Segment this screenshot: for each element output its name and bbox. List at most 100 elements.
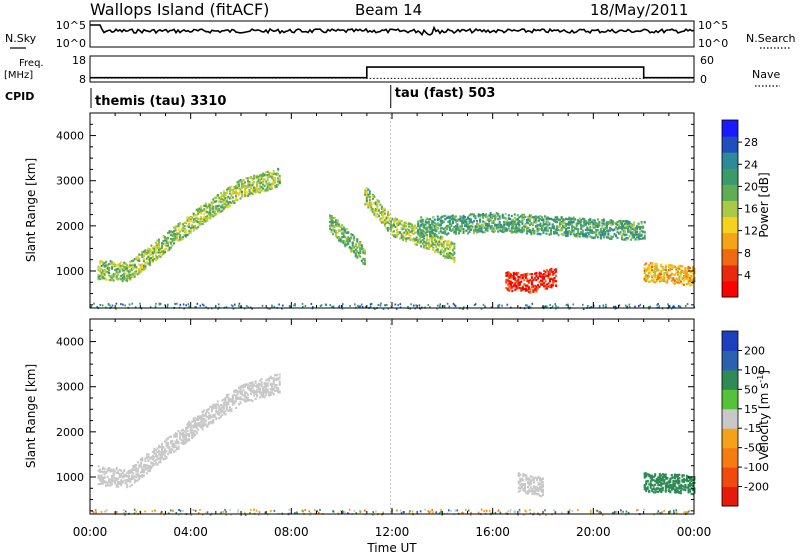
heatmap-cell	[256, 181, 259, 184]
heatmap-cell	[497, 213, 500, 216]
y-tick-label: 1000	[56, 265, 84, 278]
heatmap-cell	[393, 220, 395, 223]
heatmap-cell	[186, 424, 189, 427]
heatmap-cell	[553, 227, 556, 230]
heatmap-cell	[436, 218, 439, 221]
heatmap-cell	[242, 183, 245, 187]
heatmap-cell	[200, 416, 203, 419]
heatmap-cell	[679, 274, 682, 278]
heatmap-cell	[112, 471, 115, 474]
heatmap-cell	[364, 191, 367, 194]
heatmap-cell	[367, 193, 370, 196]
heatmap-cell	[452, 302, 455, 305]
heatmap-cell	[239, 396, 242, 399]
heatmap-cell	[370, 201, 373, 204]
heatmap-cell	[164, 448, 166, 451]
y-tick-label: 3000	[56, 175, 84, 188]
heatmap-cell	[224, 397, 227, 400]
heatmap-cell	[540, 283, 542, 286]
heatmap-cell	[414, 243, 417, 246]
heatmap-cell	[441, 243, 444, 246]
heatmap-cell	[324, 303, 327, 306]
heatmap-cell	[640, 229, 643, 232]
heatmap-cell	[391, 233, 394, 236]
heatmap-cell	[405, 225, 408, 228]
heatmap-cell	[225, 395, 228, 398]
heatmap-cell	[508, 275, 511, 278]
heatmap-cell	[459, 227, 462, 230]
heatmap-cell	[133, 478, 136, 481]
heatmap-cell	[345, 231, 348, 234]
heatmap-cell	[447, 255, 450, 258]
heatmap-cell	[268, 187, 271, 190]
heatmap-cell	[667, 265, 670, 268]
heatmap-cell	[517, 480, 520, 483]
heatmap-cell	[382, 211, 385, 214]
heatmap-cell	[239, 179, 242, 182]
heatmap-cell	[198, 223, 201, 226]
heatmap-cell	[141, 474, 144, 477]
heatmap-cell	[191, 435, 194, 438]
heatmap-cell	[545, 226, 548, 229]
heatmap-cell	[689, 275, 691, 278]
heatmap-cell	[426, 227, 429, 230]
heatmap-cell	[443, 306, 446, 309]
heatmap-cell	[442, 228, 445, 231]
heatmap-cell	[106, 470, 109, 473]
heatmap-cell	[687, 274, 690, 278]
heatmap-cell	[518, 282, 521, 285]
heatmap-cell	[218, 211, 221, 214]
heatmap-cell	[411, 238, 414, 241]
heatmap-cell	[660, 271, 663, 274]
heatmap-cell	[679, 264, 682, 268]
heatmap-cell	[397, 221, 400, 224]
heatmap-cell	[534, 219, 537, 222]
heatmap-cell	[608, 229, 611, 232]
heatmap-cell	[530, 222, 533, 225]
heatmap-cell	[453, 225, 456, 229]
heatmap-cell	[248, 189, 251, 192]
heatmap-cell	[616, 236, 619, 239]
heatmap-cell	[633, 233, 636, 236]
heatmap-cell	[359, 247, 362, 250]
heatmap-cell	[260, 383, 263, 386]
heatmap-cell	[435, 230, 438, 233]
heatmap-cell	[248, 382, 251, 385]
heatmap-cell	[454, 225, 457, 228]
heatmap-cell	[221, 204, 224, 207]
heatmap-cell	[486, 225, 489, 228]
heatmap-cell	[127, 474, 130, 477]
heatmap-cell	[209, 204, 212, 207]
heatmap-cell	[436, 227, 439, 230]
heatmap-cell	[568, 220, 571, 223]
heatmap-cell	[610, 219, 613, 222]
heatmap-cell	[435, 246, 438, 249]
heatmap-cell	[272, 177, 275, 180]
heatmap-cell	[253, 187, 256, 190]
heatmap-cell	[200, 217, 203, 220]
heatmap-cell	[108, 480, 111, 484]
heatmap-cell	[685, 282, 688, 286]
heatmap-cell	[248, 190, 251, 193]
heatmap-cell	[197, 221, 200, 224]
heatmap-cell	[251, 188, 254, 191]
heatmap-cell	[145, 456, 148, 459]
heatmap-cell	[235, 390, 237, 393]
heatmap-cell	[447, 215, 450, 218]
heatmap-cell	[99, 270, 102, 273]
heatmap-cell	[599, 233, 602, 236]
heatmap-cell	[141, 253, 144, 256]
heatmap-cell	[127, 272, 130, 275]
heatmap-cell	[615, 223, 617, 226]
heatmap-cell	[590, 220, 593, 224]
heatmap-cell	[103, 270, 106, 273]
heatmap-cell	[377, 208, 380, 211]
heatmap-cell	[457, 228, 460, 231]
heatmap-cell	[351, 243, 354, 246]
heatmap-cell	[491, 220, 494, 224]
heatmap-cell	[138, 257, 141, 260]
heatmap-cell	[605, 303, 607, 306]
heatmap-cell	[394, 225, 397, 228]
heatmap-cell	[377, 209, 380, 212]
heatmap-cell	[144, 459, 147, 462]
